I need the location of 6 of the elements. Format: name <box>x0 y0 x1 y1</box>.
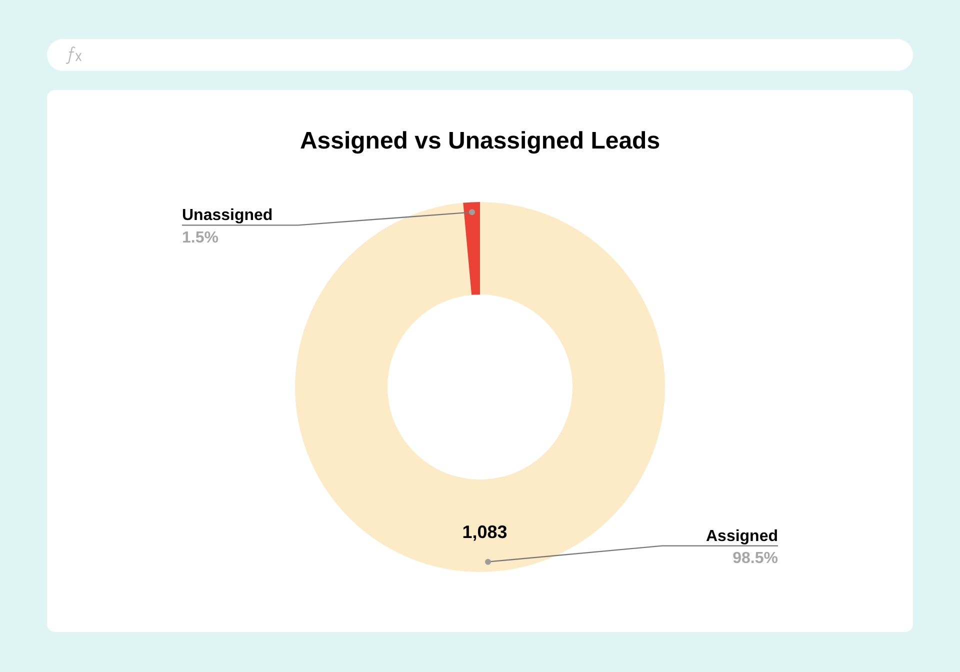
slice-label: Assigned <box>706 528 778 545</box>
data-label: 1,083 <box>462 522 508 542</box>
chart-title: Assigned vs Unassigned Leads <box>300 128 660 155</box>
text: 1.5% <box>182 230 218 247</box>
text: 98.5% <box>732 550 778 568</box>
slice-label: Unassigned <box>182 207 273 224</box>
